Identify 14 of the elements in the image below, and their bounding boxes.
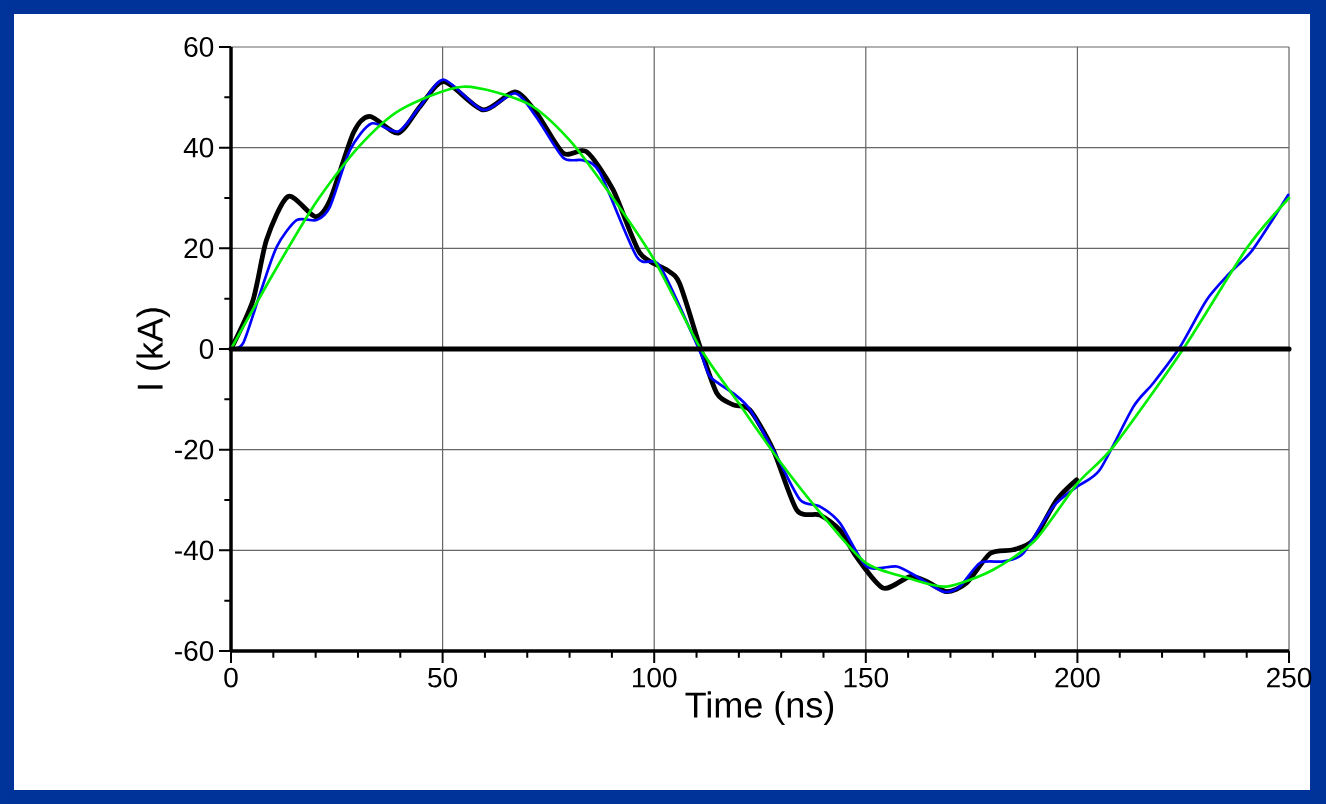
x-tick-label: 200 xyxy=(1055,667,1100,688)
x-tick-label: 100 xyxy=(632,667,677,688)
y-tick-label: 60 xyxy=(184,37,214,57)
x-axis-title: Time (ns) xyxy=(685,691,834,725)
y-tick-label: 0 xyxy=(199,339,214,359)
x-tick-label: 0 xyxy=(224,667,238,688)
y-tick-label: -60 xyxy=(175,641,214,661)
y-axis-title: I (kA) xyxy=(136,308,171,389)
y-tick-label: 20 xyxy=(184,238,214,259)
x-tick-label: 150 xyxy=(844,667,889,688)
x-tick-label: 50 xyxy=(428,667,458,688)
y-tick-label: 40 xyxy=(183,137,214,158)
y-tick-label: -20 xyxy=(175,439,214,460)
y-tick-label: -40 xyxy=(175,540,214,561)
